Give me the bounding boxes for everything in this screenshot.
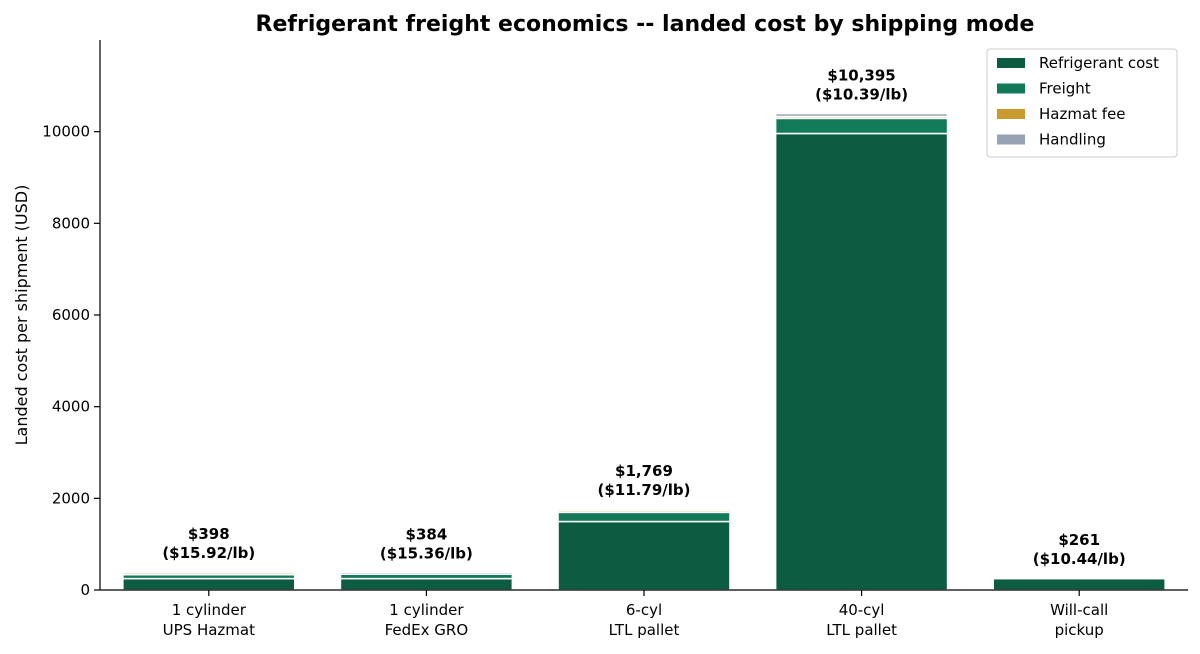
- legend-entry: Freight: [1039, 80, 1091, 98]
- x-tick-label-line: UPS Hazmat: [163, 621, 255, 639]
- bars-group: [122, 112, 1166, 591]
- bar-segment-2-1: [339, 577, 514, 591]
- legend-entry: Handling: [1039, 131, 1106, 149]
- bar-segment-4-4: [774, 112, 949, 118]
- bar-per-lb-label: ($15.92/lb): [162, 544, 255, 562]
- axes-group: 0 2000 4000 6000 8000 10000 1 cylinder UPS Hazm…: [42, 40, 1188, 639]
- x-tick-label-line: FedEx GRO: [385, 621, 469, 639]
- legend-swatch: [997, 109, 1025, 119]
- legend-box: [986, 48, 1178, 158]
- legend-entry: Refrigerant cost: [1039, 54, 1159, 72]
- bar-segment-1-4: [122, 571, 296, 574]
- bar-total-label: $398: [188, 525, 230, 543]
- y-tick-label: 2000: [52, 489, 90, 507]
- bar-per-lb-label: ($10.44/lb): [1033, 550, 1126, 568]
- data-labels-group: $398($15.92/lb) $384($15.36/lb) $1,769($11…: [162, 67, 1125, 568]
- x-tick-label-line: 1 cylinder: [172, 601, 247, 619]
- bar-segment-3-4: [557, 508, 731, 512]
- x-tick-label: 1 cylinder UPS Hazmat: [163, 601, 255, 639]
- bar-segment-5-1: [992, 577, 1166, 591]
- bar-segment-2-4: [339, 571, 514, 575]
- chart-title: Refrigerant freight economics -- landed …: [256, 12, 1035, 37]
- x-tick-label: 6-cyl LTL pallet: [609, 601, 680, 639]
- bar-per-lb-label: ($15.36/lb): [380, 544, 473, 562]
- bar-segment-3-1: [557, 520, 731, 591]
- legend-swatch: [997, 83, 1025, 94]
- x-tick-label: 40-cyl LTL pallet: [826, 601, 897, 639]
- y-tick-label: 4000: [52, 398, 90, 416]
- bar-per-lb-label: ($11.79/lb): [598, 481, 691, 499]
- legend-entry: Hazmat fee: [1039, 105, 1126, 123]
- y-tick-label: 10000: [42, 123, 90, 141]
- x-tick-label: 1 cylinder FedEx GRO: [385, 601, 469, 639]
- x-tick-label-line: 1 cylinder: [389, 601, 464, 619]
- x-tick-label-line: LTL pallet: [826, 621, 897, 639]
- legend: Refrigerant cost Freight Hazmat fee Handlin…: [986, 48, 1178, 158]
- bar-segment-5-4: [992, 577, 1166, 580]
- y-tick-label: 8000: [52, 214, 90, 232]
- bar-total-label: $384: [406, 525, 448, 543]
- bar-total-label: $1,769: [615, 462, 673, 480]
- x-tick-label-line: Will-call: [1050, 601, 1108, 619]
- legend-swatch: [997, 58, 1025, 68]
- bar-segment-4-2: [774, 117, 949, 135]
- legend-swatch: [997, 134, 1025, 145]
- y-axis-label: Landed cost per shipment (USD): [12, 185, 31, 446]
- bar-total-label: $261: [1058, 531, 1100, 549]
- bar-total-label: $10,395: [827, 67, 895, 85]
- bar-segment-1-1: [122, 577, 296, 591]
- bar-per-lb-label: ($10.39/lb): [815, 86, 908, 104]
- x-tick-label-line: 40-cyl: [839, 601, 885, 619]
- x-tick-label-line: pickup: [1055, 621, 1104, 639]
- y-tick-label: 0: [80, 581, 90, 599]
- x-tick-label: Will-call pickup: [1050, 601, 1108, 639]
- x-tick-label-line: 6-cyl: [626, 601, 662, 619]
- y-tick-label: 6000: [52, 306, 90, 324]
- bar-segment-4-1: [774, 132, 949, 591]
- x-tick-label-line: LTL pallet: [609, 621, 680, 639]
- bar-segment-3-2: [557, 511, 731, 523]
